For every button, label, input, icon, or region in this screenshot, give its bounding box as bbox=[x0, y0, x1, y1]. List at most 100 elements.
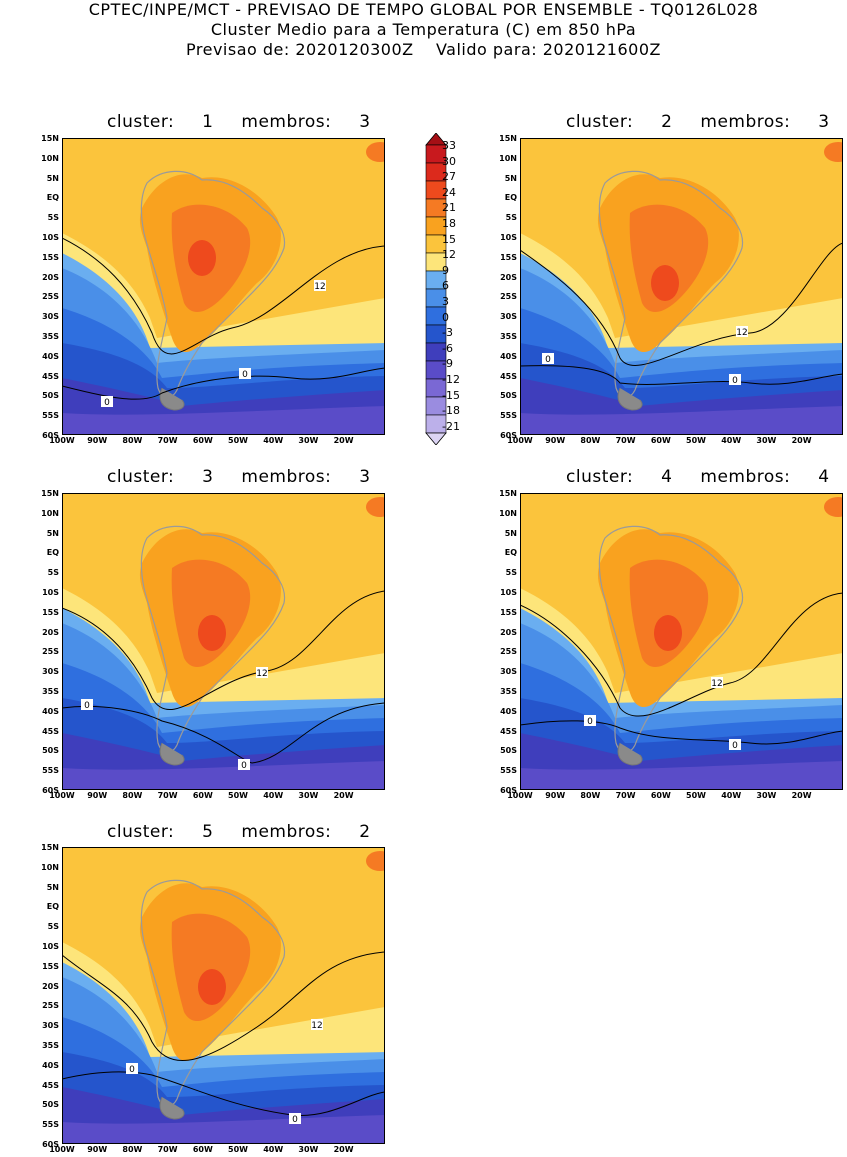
lat-tick-label: 60S bbox=[500, 786, 517, 795]
cluster-label: cluster: bbox=[107, 467, 175, 487]
lon-tick-label: 30W bbox=[298, 436, 319, 445]
contour-label-0-bg bbox=[126, 1063, 138, 1074]
lon-tick-label: 40W bbox=[263, 791, 284, 800]
contour-label-0-bg bbox=[101, 396, 113, 407]
panel-4-title: cluster: 4 membros: 4 bbox=[566, 467, 830, 487]
temperature-map: 12 0 0 bbox=[520, 138, 843, 435]
colorbar-label: -21 bbox=[442, 419, 460, 433]
cluster-number: 4 bbox=[661, 467, 673, 487]
lat-tick-label: 10S bbox=[500, 588, 517, 597]
colorbar-label: 12 bbox=[442, 248, 456, 262]
lat-tick-label: 40S bbox=[42, 1060, 59, 1070]
contour-label-0: 0 bbox=[241, 761, 247, 771]
lat-tick-label: 25S bbox=[500, 647, 517, 657]
cluster-label: cluster: bbox=[566, 112, 634, 132]
colorbar-label: 6 bbox=[442, 279, 449, 293]
panel-2-title: cluster: 2 membros: 3 bbox=[566, 112, 830, 132]
members-number: 3 bbox=[818, 112, 830, 132]
contour-label-12-bg bbox=[256, 667, 268, 678]
members-label: membros: bbox=[700, 467, 791, 487]
contour-label-0: 0 bbox=[587, 717, 593, 727]
lat-tick-label: 15S bbox=[42, 607, 59, 617]
contour-label-0-bg bbox=[239, 368, 251, 379]
contour-label-12-bg bbox=[711, 677, 723, 688]
colorbar bbox=[425, 133, 447, 445]
temperature-map: 12 0 0 bbox=[520, 493, 843, 790]
lat-tick-label: 15N bbox=[41, 134, 59, 143]
contour-label-12: 12 bbox=[736, 328, 747, 338]
lat-tick-label: 15S bbox=[500, 607, 517, 617]
lon-tick-label: 100W bbox=[49, 436, 75, 445]
lat-tick-label: 35S bbox=[42, 687, 59, 696]
coastline bbox=[140, 525, 286, 753]
contour-label-0: 0 bbox=[104, 398, 110, 408]
lat-tick-label: 20S bbox=[42, 981, 59, 991]
lat-tick-label: EQ bbox=[46, 902, 59, 912]
lat-tick-label: 60S bbox=[42, 1140, 59, 1149]
members-number: 3 bbox=[359, 112, 371, 132]
lon-tick-label: 100W bbox=[507, 791, 533, 800]
temperature-map: 12 0 0 bbox=[62, 493, 385, 790]
tierra-del-fuego bbox=[159, 387, 185, 411]
lat-tick-label: 15S bbox=[500, 252, 517, 262]
colorbar-label: 18 bbox=[442, 217, 456, 230]
tierra-del-fuego bbox=[159, 742, 185, 766]
contour-label-0: 0 bbox=[84, 701, 90, 711]
contour-label-0-bg bbox=[729, 739, 741, 750]
cluster-number: 1 bbox=[202, 112, 214, 132]
lon-tick-label: 30W bbox=[756, 436, 777, 445]
lat-tick-label: 20S bbox=[500, 627, 517, 637]
colorbar-label: -12 bbox=[442, 373, 460, 386]
lat-tick-label: 5S bbox=[47, 922, 59, 932]
colorbar-label: -6 bbox=[442, 341, 453, 355]
lat-tick-label: 5S bbox=[47, 568, 59, 578]
contour-label-0-bg bbox=[584, 715, 596, 726]
map-panel-5: 12 0 0 bbox=[62, 847, 385, 1144]
lat-tick-label: 15S bbox=[42, 961, 59, 971]
field-neg6-neg3 bbox=[520, 406, 843, 435]
lon-tick-label: 60W bbox=[192, 436, 213, 445]
field-21-24 bbox=[366, 497, 385, 517]
contour-0 bbox=[62, 1071, 385, 1116]
map-panel-1: 12 0 0 bbox=[62, 138, 385, 435]
lat-tick-label: 30S bbox=[42, 312, 59, 322]
members-label: membros: bbox=[241, 822, 332, 842]
map-panel-3: 12 0 0 bbox=[62, 493, 385, 790]
panel-3-title: cluster: 3 membros: 3 bbox=[107, 467, 371, 487]
colorbar-label: 33 bbox=[442, 139, 456, 152]
coastline bbox=[140, 170, 286, 398]
lat-tick-label: 5S bbox=[47, 213, 59, 223]
lat-tick-label: 15N bbox=[499, 134, 517, 143]
lat-tick-label: 5N bbox=[46, 528, 59, 538]
contour-label-0: 0 bbox=[545, 355, 551, 365]
lat-tick-label: 10S bbox=[42, 588, 59, 597]
lon-tick-label: 20W bbox=[333, 1145, 354, 1154]
lat-tick-label: 30S bbox=[42, 667, 59, 677]
lat-tick-label: 10N bbox=[499, 153, 517, 163]
lat-tick-label: 10N bbox=[499, 508, 517, 518]
lat-tick-label: 5N bbox=[504, 173, 517, 183]
lat-tick-label: 10N bbox=[41, 862, 59, 872]
lat-tick-label: 55S bbox=[42, 411, 59, 421]
colorbar-label: -3 bbox=[442, 326, 453, 340]
lat-tick-label: 20S bbox=[42, 272, 59, 282]
lat-tick-label: 10N bbox=[41, 153, 59, 163]
field-neg6-neg3 bbox=[520, 761, 843, 790]
members-number: 2 bbox=[359, 822, 371, 842]
contour-label-12: 12 bbox=[256, 669, 267, 679]
coastline bbox=[598, 170, 744, 398]
lon-tick-label: 50W bbox=[228, 436, 248, 445]
lat-tick-label: 15S bbox=[42, 252, 59, 262]
lat-tick-label: 60S bbox=[42, 786, 59, 795]
lat-tick-label: 5S bbox=[505, 213, 517, 223]
colorbar-label: 0 bbox=[442, 310, 449, 324]
map-frame bbox=[62, 493, 385, 790]
colorbar-label: -9 bbox=[442, 357, 453, 371]
lat-tick-label: 10S bbox=[42, 942, 59, 951]
lon-tick-label: 40W bbox=[263, 1145, 284, 1154]
colorbar-label: 27 bbox=[442, 170, 456, 184]
contour-0 bbox=[520, 365, 843, 385]
lat-tick-label: 55S bbox=[500, 411, 517, 421]
lat-tick-label: 5N bbox=[46, 882, 59, 892]
members-number: 4 bbox=[818, 467, 830, 487]
